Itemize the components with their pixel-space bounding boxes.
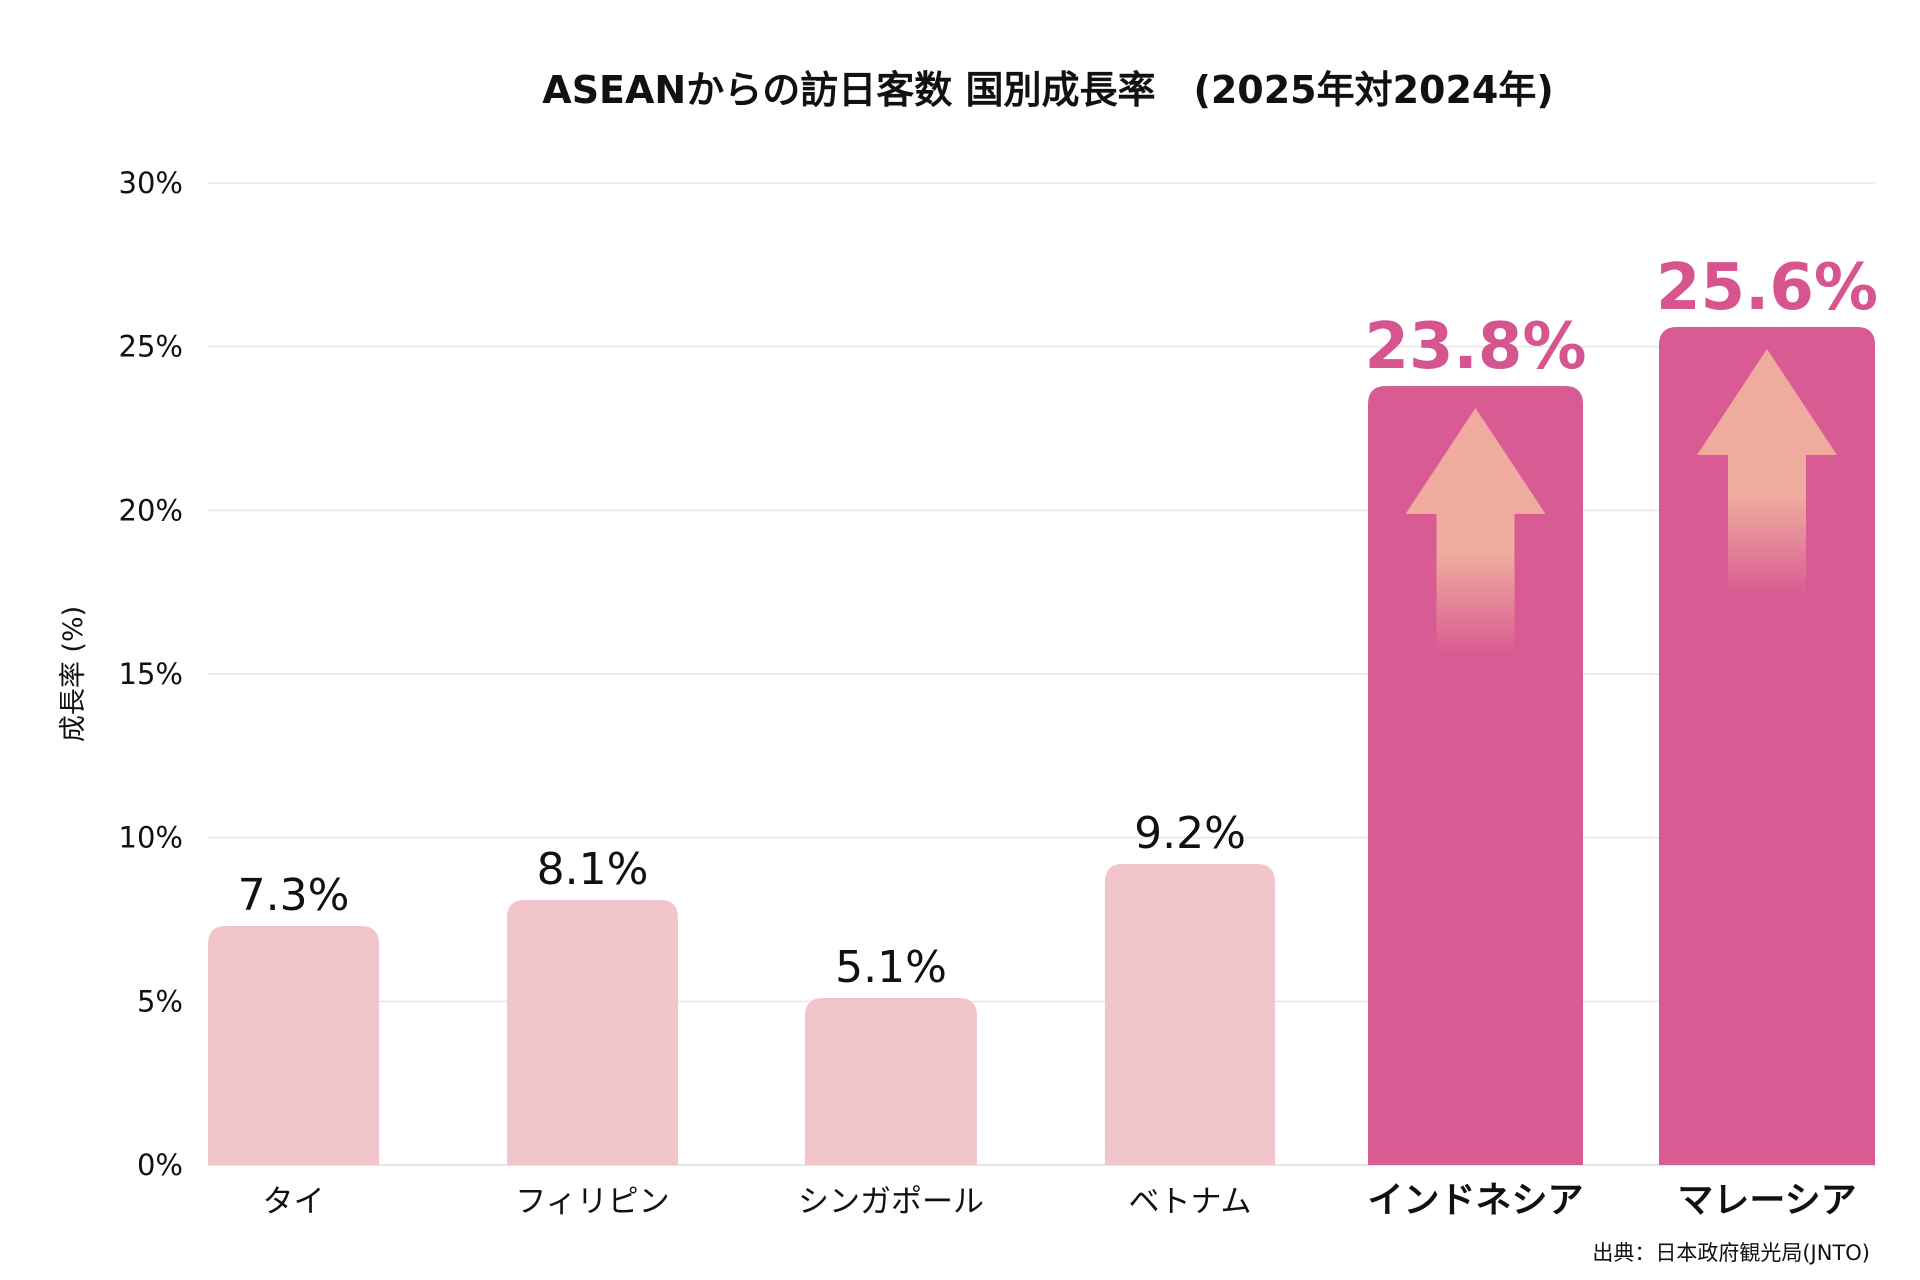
y-tick-label: 20% [119,493,183,527]
x-tick-label: フィリピン [515,1184,669,1220]
x-tick-label: インドネシア [1367,1180,1583,1221]
data-label: 9.2% [1134,808,1246,859]
y-tick-label: 10% [119,821,183,855]
chart-title: ASEANからの訪日客数 国別成長率 (2025年対2024年) [542,68,1553,112]
y-tick-label: 25% [119,330,183,364]
y-axis-label: 成長率 (%) [58,606,89,742]
bar [507,899,678,1165]
data-label: 25.6% [1656,251,1878,325]
up-arrow-icon [1405,407,1546,654]
data-label: 8.1% [537,844,649,895]
bar [805,998,977,1165]
x-tick-label: ベトナム [1128,1184,1251,1220]
y-tick-label: 15% [119,657,183,691]
data-label: 5.1% [835,942,947,993]
y-tick-label: 30% [119,166,183,200]
bar [208,926,379,1165]
bar [1105,863,1275,1165]
data-label: 23.8% [1364,310,1586,384]
data-label: 7.3% [238,870,350,921]
x-tick-label: タイ [263,1184,325,1220]
source-note: 出典：日本政府観光局(JNTO) [1592,1241,1870,1265]
x-tick-label: シンガポール [798,1184,984,1220]
bar [1659,327,1875,1165]
y-tick-label: 5% [137,984,183,1018]
y-tick-label: 0% [137,1148,183,1182]
up-arrow-icon [1697,349,1837,596]
x-tick-label: マレーシア [1677,1180,1856,1221]
bar [1368,385,1583,1165]
